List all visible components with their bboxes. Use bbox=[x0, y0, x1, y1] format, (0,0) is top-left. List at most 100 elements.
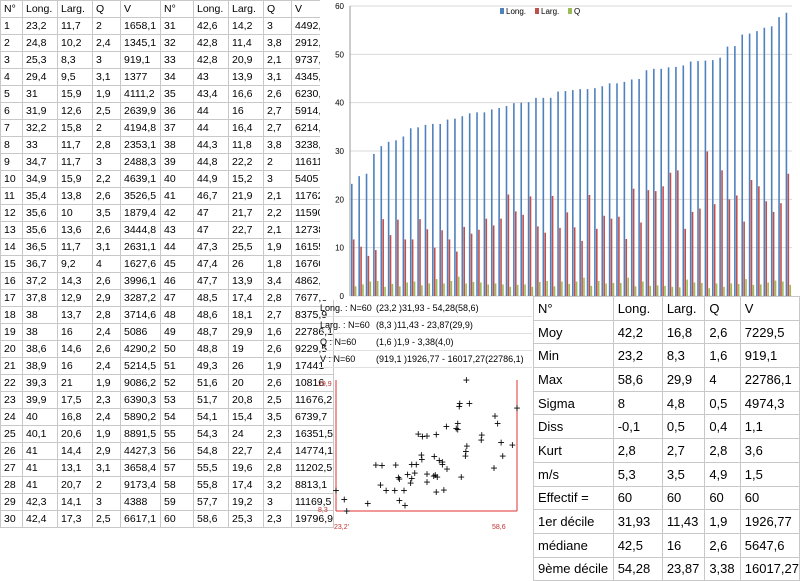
bar-larg bbox=[750, 180, 753, 296]
bar-larg bbox=[360, 246, 362, 296]
bar-larg bbox=[441, 230, 443, 296]
bar-long bbox=[402, 136, 405, 296]
table-cell: 50 bbox=[160, 340, 194, 358]
scatter-point: + bbox=[391, 483, 398, 497]
table-cell: 3 bbox=[92, 493, 121, 511]
table-cell: 17,4 bbox=[228, 476, 264, 494]
scatter-point: + bbox=[456, 397, 463, 411]
table-cell: 26 bbox=[228, 357, 264, 375]
table-cell: 9 bbox=[0, 153, 23, 171]
bar-q bbox=[671, 286, 674, 296]
table-cell: 13,9 bbox=[228, 68, 264, 86]
table-cell: 1,6 bbox=[263, 323, 292, 341]
info-name: Larg. : N=60 bbox=[320, 320, 370, 330]
table-cell: 11,7 bbox=[57, 238, 93, 256]
table-row: 12 35,6 10 3,5 1879,4 42 47 21,7 2,2 11590,8 bbox=[0, 204, 334, 222]
table-cell: 13,6 bbox=[57, 221, 93, 239]
stats-cell: 1,6 bbox=[704, 343, 741, 369]
column-header: Q bbox=[92, 0, 121, 18]
scatter-point: + bbox=[454, 423, 461, 437]
table-row: 22 39,3 21 1,9 9086,2 52 51,6 20 2,6 10816 bbox=[0, 374, 334, 392]
stats-cell: 3,38 bbox=[704, 556, 741, 581]
bar-larg bbox=[404, 239, 407, 296]
scatter-point: + bbox=[463, 373, 470, 387]
table-cell: 3,2 bbox=[263, 476, 292, 494]
bar-larg bbox=[559, 227, 561, 296]
table-cell: 28 bbox=[0, 476, 23, 494]
bar-larg bbox=[463, 226, 465, 296]
table-cell: 40 bbox=[160, 170, 194, 188]
table-cell: 16,4 bbox=[228, 119, 264, 137]
table-row: 8 33 11,7 2,8 2353,1 38 44,3 11,8 3,8 3238,6 bbox=[0, 136, 334, 154]
scatter-point: + bbox=[396, 472, 403, 486]
table-cell: 2,2 bbox=[263, 204, 292, 222]
bar-long bbox=[726, 46, 729, 296]
bar-long bbox=[572, 90, 574, 296]
table-cell: 2 bbox=[0, 34, 23, 52]
table-cell: 47,7 bbox=[193, 272, 229, 290]
table-cell: 3 bbox=[92, 51, 121, 69]
bar-long bbox=[748, 33, 751, 297]
table-cell: 42 bbox=[160, 204, 194, 222]
bar-q bbox=[369, 281, 372, 296]
bar-larg bbox=[632, 188, 635, 296]
table-cell: 16351,5 bbox=[291, 425, 334, 443]
table-cell: 37,8 bbox=[22, 289, 58, 307]
scatter-x-max-label: 58,6 bbox=[492, 524, 506, 531]
bar-larg bbox=[654, 191, 657, 296]
bar-q bbox=[693, 282, 696, 296]
bar-larg bbox=[640, 222, 642, 296]
stats-column-header: Long. bbox=[612, 296, 663, 321]
table-cell: 14,3 bbox=[57, 272, 93, 290]
bar-long bbox=[675, 66, 677, 297]
stats-cell: 60 bbox=[704, 485, 741, 511]
bar-larg bbox=[765, 201, 768, 296]
bar-long bbox=[785, 12, 788, 297]
table-cell: 3,5 bbox=[92, 204, 121, 222]
table-header-row: N° Long. Larg. Q V N° Long. Larg. Q V bbox=[0, 0, 334, 18]
bar-q bbox=[664, 285, 666, 296]
info-range: (1,6 )1,9 - 3,38(4,0) bbox=[376, 337, 454, 347]
table-cell: 48,5 bbox=[193, 289, 229, 307]
legend-label-larg: Larg. bbox=[541, 7, 559, 16]
bar-long bbox=[505, 106, 508, 296]
bar-larg bbox=[721, 170, 723, 296]
y-tick-label: 40 bbox=[335, 99, 344, 108]
bar-long bbox=[461, 116, 464, 296]
table-cell: 11 bbox=[0, 187, 23, 205]
bar-q bbox=[597, 281, 600, 296]
bar-larg bbox=[411, 239, 414, 296]
bar-long bbox=[623, 81, 626, 296]
stats-row: m/s 5,3 3,5 4,9 1,5 bbox=[533, 461, 800, 487]
table-cell: 36,5 bbox=[22, 238, 58, 256]
table-cell: 1,9 bbox=[92, 374, 121, 392]
table-cell: 12,6 bbox=[57, 102, 93, 120]
table-cell: 11,4 bbox=[228, 34, 264, 52]
table-cell: 39,3 bbox=[22, 374, 58, 392]
table-cell: 39 bbox=[160, 153, 194, 171]
bar-q bbox=[538, 281, 541, 296]
bar-long bbox=[549, 97, 552, 296]
bar-larg bbox=[780, 203, 782, 296]
bar-q bbox=[612, 282, 615, 296]
bar-long bbox=[579, 89, 581, 296]
table-cell: 2,9 bbox=[92, 289, 121, 307]
table-cell: 2353,1 bbox=[120, 136, 161, 154]
table-cell: 22,2 bbox=[228, 153, 264, 171]
stats-cell: 42,5 bbox=[612, 532, 663, 558]
legend-swatch-larg bbox=[535, 8, 539, 14]
table-cell: 2 bbox=[92, 476, 121, 494]
table-row: 13 35,6 13,6 2,6 3444,8 43 47 22,7 2,1 12738,5 bbox=[0, 221, 334, 239]
scatter-point: + bbox=[404, 468, 411, 482]
table-cell: 52 bbox=[160, 374, 194, 392]
table-row: 6 31,9 12,6 2,5 2639,9 36 44 16 2,7 5914,5 bbox=[0, 102, 334, 120]
table-cell: 8891,5 bbox=[120, 425, 161, 443]
table-cell: 54,3 bbox=[193, 425, 229, 443]
table-cell: 2639,9 bbox=[120, 102, 161, 120]
bar-q bbox=[767, 282, 769, 296]
scatter-point: + bbox=[431, 449, 438, 463]
scatter-point: + bbox=[434, 470, 441, 484]
table-cell: 4427,3 bbox=[120, 442, 161, 460]
table-cell: 3 bbox=[263, 170, 292, 188]
scatter-point: + bbox=[400, 483, 407, 497]
